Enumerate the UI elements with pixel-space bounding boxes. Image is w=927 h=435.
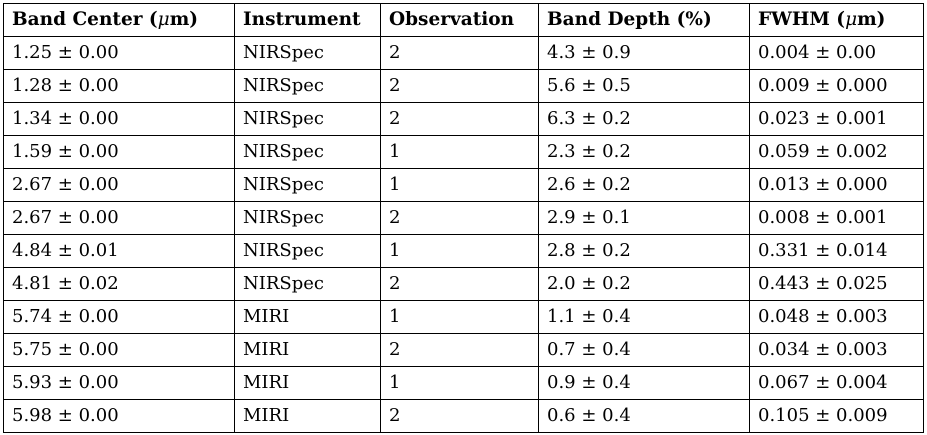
header-band-center: Band Center (μm) [3,3,235,37]
cell-band-center: 5.74 ± 0.00 [3,300,235,334]
cell-fwhm: 0.067 ± 0.004 [749,366,924,400]
cell-band-center: 2.67 ± 0.00 [3,201,235,235]
band-table: Band Center (μm) Instrument Observation … [3,3,924,433]
cell-band-depth: 4.3 ± 0.9 [538,36,750,70]
cell-observation: 1 [380,300,539,334]
cell-band-center: 1.25 ± 0.00 [3,36,235,70]
cell-band-depth: 2.8 ± 0.2 [538,234,750,268]
header-band-depth: Band Depth (%) [538,3,750,37]
cell-instrument: MIRI [234,333,381,367]
cell-fwhm: 0.105 ± 0.009 [749,399,924,433]
cell-band-depth: 0.7 ± 0.4 [538,333,750,367]
cell-observation: 2 [380,102,539,136]
table-body: 1.25 ± 0.00 NIRSpec 2 4.3 ± 0.9 0.004 ± … [3,36,924,433]
cell-fwhm: 0.048 ± 0.003 [749,300,924,334]
cell-band-depth: 0.6 ± 0.4 [538,399,750,433]
cell-band-center: 1.28 ± 0.00 [3,69,235,103]
cell-fwhm: 0.034 ± 0.003 [749,333,924,367]
cell-band-depth: 1.1 ± 0.4 [538,300,750,334]
cell-band-depth: 6.3 ± 0.2 [538,102,750,136]
cell-instrument: NIRSpec [234,135,381,169]
cell-observation: 1 [380,135,539,169]
cell-band-depth: 2.0 ± 0.2 [538,267,750,301]
cell-fwhm: 0.443 ± 0.025 [749,267,924,301]
table-row: 5.93 ± 0.00 MIRI 1 0.9 ± 0.4 0.067 ± 0.0… [3,366,924,400]
cell-band-center: 1.34 ± 0.00 [3,102,235,136]
table-row: 5.98 ± 0.00 MIRI 2 0.6 ± 0.4 0.105 ± 0.0… [3,399,924,433]
cell-observation: 2 [380,267,539,301]
cell-band-center: 5.98 ± 0.00 [3,399,235,433]
table-row: 2.67 ± 0.00 NIRSpec 1 2.6 ± 0.2 0.013 ± … [3,168,924,202]
cell-fwhm: 0.331 ± 0.014 [749,234,924,268]
cell-instrument: NIRSpec [234,168,381,202]
table-row: 1.34 ± 0.00 NIRSpec 2 6.3 ± 0.2 0.023 ± … [3,102,924,136]
cell-observation: 1 [380,366,539,400]
cell-observation: 1 [380,234,539,268]
cell-observation: 2 [380,333,539,367]
cell-instrument: NIRSpec [234,267,381,301]
cell-band-depth: 2.6 ± 0.2 [538,168,750,202]
cell-band-center: 5.75 ± 0.00 [3,333,235,367]
cell-band-depth: 0.9 ± 0.4 [538,366,750,400]
cell-band-depth: 5.6 ± 0.5 [538,69,750,103]
cell-fwhm: 0.013 ± 0.000 [749,168,924,202]
table-header: Band Center (μm) Instrument Observation … [3,3,924,37]
cell-band-center: 1.59 ± 0.00 [3,135,235,169]
cell-observation: 2 [380,36,539,70]
cell-fwhm: 0.023 ± 0.001 [749,102,924,136]
cell-band-depth: 2.3 ± 0.2 [538,135,750,169]
cell-fwhm: 0.009 ± 0.000 [749,69,924,103]
table-row: 5.75 ± 0.00 MIRI 2 0.7 ± 0.4 0.034 ± 0.0… [3,333,924,367]
cell-band-center: 4.81 ± 0.02 [3,267,235,301]
cell-observation: 2 [380,399,539,433]
table-row: 2.67 ± 0.00 NIRSpec 2 2.9 ± 0.1 0.008 ± … [3,201,924,235]
cell-instrument: NIRSpec [234,69,381,103]
header-fwhm: FWHM (μm) [749,3,924,37]
table-row: 4.84 ± 0.01 NIRSpec 1 2.8 ± 0.2 0.331 ± … [3,234,924,268]
header-instrument: Instrument [234,3,381,37]
cell-band-center: 2.67 ± 0.00 [3,168,235,202]
table-row: 1.25 ± 0.00 NIRSpec 2 4.3 ± 0.9 0.004 ± … [3,36,924,70]
cell-instrument: MIRI [234,366,381,400]
cell-band-center: 4.84 ± 0.01 [3,234,235,268]
cell-fwhm: 0.059 ± 0.002 [749,135,924,169]
cell-instrument: NIRSpec [234,36,381,70]
cell-instrument: NIRSpec [234,201,381,235]
cell-fwhm: 0.008 ± 0.001 [749,201,924,235]
cell-instrument: NIRSpec [234,102,381,136]
table-row: 1.59 ± 0.00 NIRSpec 1 2.3 ± 0.2 0.059 ± … [3,135,924,169]
cell-observation: 2 [380,69,539,103]
table-row: 5.74 ± 0.00 MIRI 1 1.1 ± 0.4 0.048 ± 0.0… [3,300,924,334]
cell-instrument: NIRSpec [234,234,381,268]
cell-observation: 2 [380,201,539,235]
cell-instrument: MIRI [234,300,381,334]
header-observation: Observation [380,3,539,37]
table-row: 4.81 ± 0.02 NIRSpec 2 2.0 ± 0.2 0.443 ± … [3,267,924,301]
band-table-container: Band Center (μm) Instrument Observation … [3,3,924,433]
header-row: Band Center (μm) Instrument Observation … [3,3,924,37]
table-row: 1.28 ± 0.00 NIRSpec 2 5.6 ± 0.5 0.009 ± … [3,69,924,103]
cell-band-depth: 2.9 ± 0.1 [538,201,750,235]
cell-band-center: 5.93 ± 0.00 [3,366,235,400]
cell-fwhm: 0.004 ± 0.00 [749,36,924,70]
cell-instrument: MIRI [234,399,381,433]
cell-observation: 1 [380,168,539,202]
